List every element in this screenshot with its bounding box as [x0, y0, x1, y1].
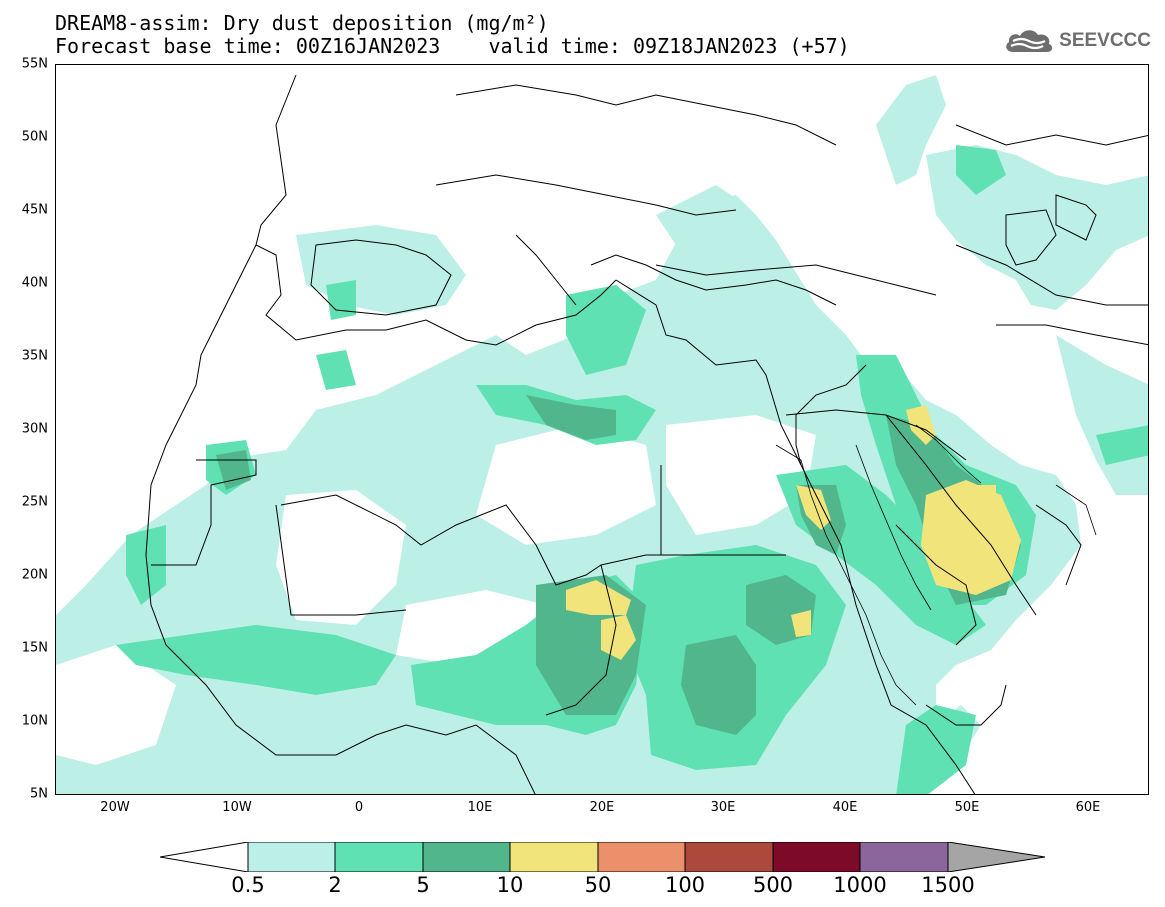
logo-text: SEEVCCC — [1059, 30, 1151, 51]
colorbar-label: 0.5 — [231, 873, 265, 897]
lon-tick-label: 10E — [467, 800, 493, 815]
coastlines — [775, 424, 1097, 706]
lon-tick-label: 60E — [1075, 800, 1101, 815]
dust-layer-10 — [566, 405, 1021, 660]
colorbar-label: 10 — [496, 873, 524, 897]
colorbar-segment — [684, 842, 774, 872]
colorbar-label: 1500 — [921, 873, 975, 897]
lat-tick-label: 20N — [21, 567, 48, 583]
lat-tick-label: 10N — [21, 713, 48, 729]
colorbar-label: 2 — [328, 873, 342, 897]
colorbar-label: 500 — [752, 873, 794, 897]
lat-tick-label: 15N — [21, 640, 48, 656]
seevccc-logo: SEEVCCC — [1003, 26, 1151, 56]
colorbar-label: 100 — [664, 873, 706, 897]
country-boundaries — [145, 74, 1148, 794]
lon-tick-label: 30E — [710, 800, 736, 815]
colorbar-segment — [859, 842, 949, 872]
colorbar — [160, 842, 1045, 872]
lat-tick-label: 25N — [21, 494, 48, 510]
colorbar-segment — [772, 842, 861, 872]
forecast-times: Forecast base time: 00Z16JAN2023 valid t… — [55, 34, 850, 58]
lat-tick-label: 40N — [21, 275, 48, 291]
colorbar-segment — [334, 842, 424, 872]
lon-tick-label: 20W — [100, 800, 130, 815]
lat-tick-label: 5N — [30, 786, 48, 802]
lat-tick-label: 50N — [21, 129, 48, 145]
colorbar-segment — [247, 842, 336, 872]
lat-tick-label: 45N — [21, 202, 48, 218]
map-title: DREAM8-assim: Dry dust deposition (mg/m²… — [55, 11, 549, 35]
lon-tick-label: 0 — [354, 800, 364, 815]
lon-tick-label: 10W — [222, 800, 252, 815]
low-dust-clearings — [56, 65, 1148, 794]
lon-tick-label: 40E — [832, 800, 858, 815]
colorbar-label: 50 — [584, 873, 612, 897]
colorbar-under-arrow — [160, 842, 249, 872]
colorbar-segment — [597, 842, 686, 872]
map-canvas — [56, 65, 1148, 794]
lat-tick-label: 55N — [21, 56, 48, 72]
colorbar-label: 1000 — [833, 873, 887, 897]
colorbar-segment — [509, 842, 599, 872]
lat-tick-label: 35N — [21, 348, 48, 364]
colorbar-over-arrow — [947, 842, 1045, 872]
colorbar-label: 5 — [416, 873, 430, 897]
colorbar-segment — [422, 842, 511, 872]
lon-tick-label: 50E — [954, 800, 980, 815]
map-panel — [55, 64, 1149, 795]
cloud-icon — [1006, 30, 1053, 52]
lon-tick-label: 20E — [589, 800, 615, 815]
lat-tick-label: 30N — [21, 421, 48, 437]
